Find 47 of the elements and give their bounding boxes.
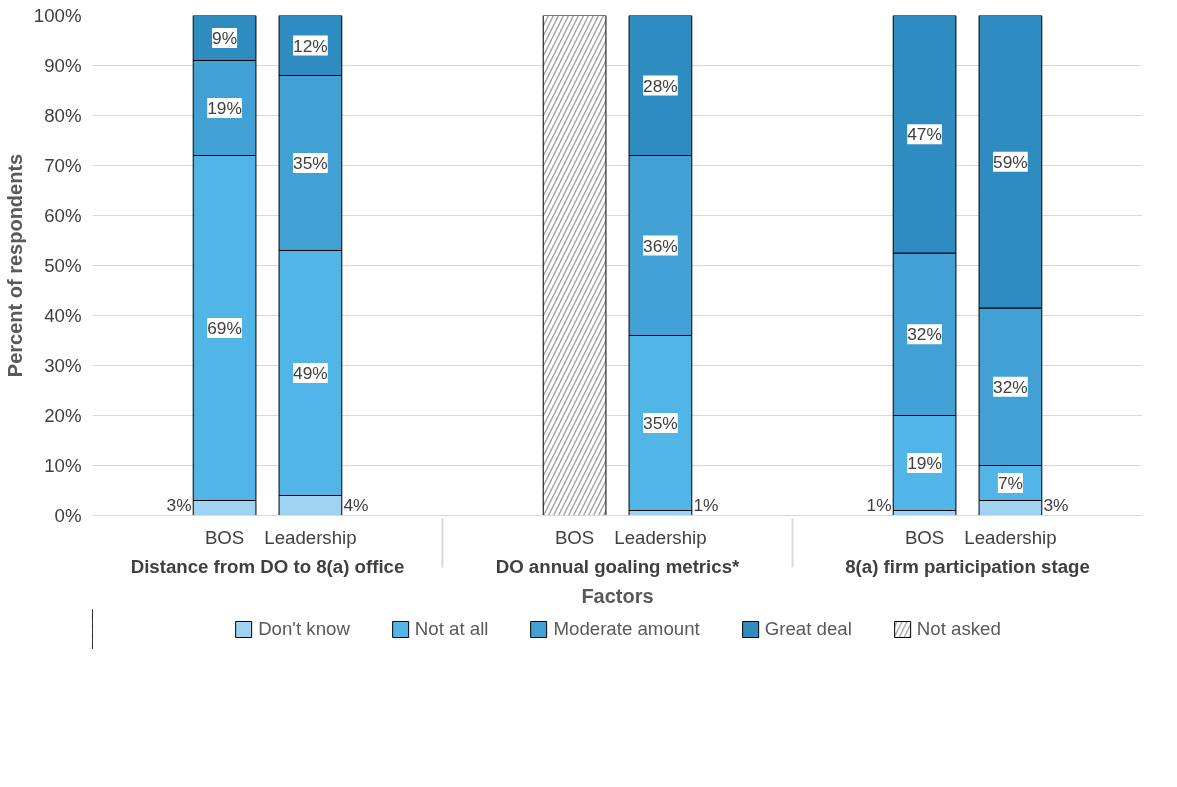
x-axis-title: Factors xyxy=(581,584,654,607)
text: DO annual goaling metrics* xyxy=(495,555,741,577)
y-tick-label: 40% xyxy=(44,305,82,326)
data-label: 47% xyxy=(907,124,942,145)
data-label: 35% xyxy=(643,413,678,433)
data-label: 1% xyxy=(866,494,892,515)
data-label: 7% xyxy=(997,473,1023,493)
y-tick-label: 90% xyxy=(44,55,82,76)
data-label: 12% xyxy=(293,35,328,56)
x-tick-label: Leadership xyxy=(964,526,1057,548)
y-tick-label: 30% xyxy=(44,355,82,376)
x-tick-label: Leadership xyxy=(264,526,357,548)
y-tick-label: 0% xyxy=(54,505,82,526)
data-label: 32% xyxy=(993,376,1028,397)
x-tick-label: BOS xyxy=(554,526,595,548)
data-label: 19% xyxy=(207,98,242,118)
legend-label: Don't know xyxy=(258,618,350,640)
data-label: 69% xyxy=(207,318,242,338)
y-tick-label: 100% xyxy=(33,5,82,26)
data-label: 32% xyxy=(907,324,942,345)
data-label: 4% xyxy=(343,494,369,515)
data-label: 19% xyxy=(907,453,942,473)
y-axis-title: Percent of respondents xyxy=(3,153,26,378)
data-label: 35% xyxy=(293,153,328,173)
data-label: 1% xyxy=(693,494,719,515)
y-tick-label: 80% xyxy=(44,105,82,126)
text: Distance from DO to 8(a) office xyxy=(130,555,405,577)
legend-label: Moderate amount xyxy=(553,618,700,640)
legend-label: Not at all xyxy=(414,618,489,640)
data-label: 3% xyxy=(166,494,192,515)
y-tick-label: 60% xyxy=(44,205,82,226)
data-label: 36% xyxy=(643,235,678,256)
legend-label: Great deal xyxy=(764,618,852,640)
y-tick-label: 10% xyxy=(44,455,82,476)
x-tick-label: BOS xyxy=(904,526,945,548)
data-label: 3% xyxy=(1043,494,1069,515)
data-label: 28% xyxy=(643,75,678,96)
y-tick-label: 20% xyxy=(44,405,82,426)
data-label: 9% xyxy=(212,28,238,48)
text: 8(a) firm participation stage xyxy=(845,555,1090,577)
y-tick-label: 70% xyxy=(44,155,82,176)
legend-label: Not asked xyxy=(916,618,1001,640)
data-label: 59% xyxy=(993,151,1028,172)
data-label: 49% xyxy=(293,363,328,383)
x-tick-label: BOS xyxy=(204,526,245,548)
y-tick-label: 50% xyxy=(44,255,82,276)
x-tick-label: Leadership xyxy=(614,526,707,548)
